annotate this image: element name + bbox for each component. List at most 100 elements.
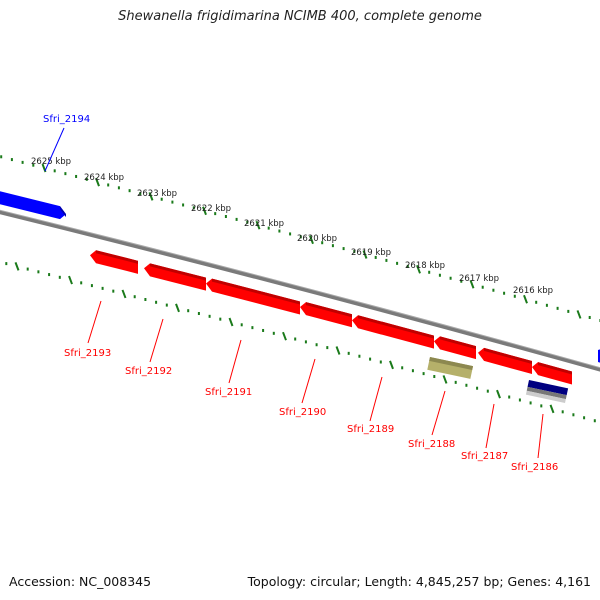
minor-tick — [422, 372, 425, 376]
minor-tick — [219, 317, 222, 321]
gene-label-leader — [149, 318, 164, 363]
gene-label-leader — [301, 358, 316, 404]
gene-sfri-2192[interactable] — [144, 263, 206, 291]
minor-tick — [529, 401, 532, 405]
minor-tick — [481, 285, 484, 289]
major-tick — [496, 389, 501, 399]
gene-sfri-2189[interactable] — [352, 315, 434, 349]
minor-tick — [80, 281, 83, 285]
minor-tick — [214, 212, 217, 216]
major-tick — [202, 206, 207, 216]
minor-tick — [428, 270, 431, 274]
minor-tick — [278, 229, 281, 233]
major-tick — [14, 261, 20, 271]
ruler-label: 2622 kbp — [191, 204, 231, 214]
major-tick — [469, 279, 475, 289]
gene-label[interactable]: Sfri_2194 — [43, 114, 90, 125]
minor-tick — [155, 300, 158, 304]
gene-label[interactable]: Sfri_2193 — [64, 348, 111, 359]
minor-tick — [144, 297, 147, 301]
ruler-label: 2619 kbp — [351, 248, 391, 258]
gene-body[interactable] — [434, 336, 476, 360]
gene-label[interactable]: Sfri_2192 — [125, 366, 172, 377]
gene-label-leader — [228, 339, 242, 384]
minor-tick — [433, 375, 436, 379]
minor-tick — [192, 206, 195, 210]
minor-tick — [476, 386, 479, 390]
gene-body[interactable] — [300, 302, 352, 328]
minor-tick — [304, 340, 307, 344]
minor-tick — [165, 303, 168, 307]
gene-shade — [60, 206, 66, 218]
gene-body[interactable] — [90, 250, 138, 274]
minor-tick — [117, 186, 120, 190]
gene-sfri-2190[interactable] — [300, 302, 352, 328]
gene-sfri-2188[interactable] — [434, 336, 476, 360]
minor-tick — [90, 284, 93, 288]
minor-tick — [75, 174, 78, 178]
minor-tick — [518, 398, 521, 402]
gene-shade — [96, 250, 138, 264]
minor-tick — [347, 351, 350, 355]
minor-tick — [545, 303, 548, 307]
major-tick — [121, 289, 127, 299]
gene-shade — [212, 278, 300, 305]
minor-tick — [385, 258, 388, 262]
minor-tick — [465, 383, 468, 387]
gene-sfri-2193[interactable] — [90, 250, 138, 274]
minor-tick — [289, 232, 292, 236]
minor-tick — [48, 273, 51, 277]
gene-sfri-2186[interactable] — [532, 362, 572, 385]
gene-label[interactable]: Sfri_2187 — [461, 451, 508, 462]
gene-label[interactable]: Sfri_2191 — [205, 387, 252, 398]
gene-body[interactable] — [144, 263, 206, 291]
gene-body[interactable] — [532, 362, 572, 385]
minor-tick — [85, 177, 88, 181]
gene-label-leader — [369, 376, 383, 422]
minor-tick — [535, 300, 538, 304]
gene-label[interactable]: Sfri_2189 — [347, 424, 394, 435]
minor-tick — [246, 220, 249, 224]
minor-tick — [406, 264, 409, 268]
minor-tick — [112, 289, 115, 293]
gene-body[interactable] — [0, 189, 66, 220]
navy-feature[interactable] — [525, 380, 569, 403]
ruler-label: 2624 kbp — [84, 173, 124, 183]
minor-tick — [128, 189, 131, 193]
gene-label[interactable]: Sfri_2190 — [279, 407, 326, 418]
minor-tick — [133, 295, 136, 299]
gene-sfri-2194[interactable] — [0, 189, 66, 220]
minor-tick — [267, 226, 270, 230]
minor-tick — [556, 306, 559, 310]
gene-body[interactable] — [352, 315, 434, 349]
major-tick — [282, 331, 287, 341]
minor-tick — [101, 286, 104, 290]
minor-tick — [342, 247, 345, 251]
gene-shade — [538, 362, 572, 375]
minor-tick — [251, 326, 254, 330]
major-tick — [362, 250, 368, 259]
gene-shade — [440, 336, 476, 350]
gene-label[interactable]: Sfri_2188 — [408, 439, 455, 450]
minor-tick — [438, 273, 441, 277]
gene-body[interactable] — [206, 278, 300, 315]
gene-label-leader — [44, 127, 65, 172]
ruler-label: 2616 kbp — [513, 286, 553, 296]
minor-tick — [299, 235, 302, 239]
minor-tick — [583, 416, 586, 420]
gene-sfri-2187[interactable] — [478, 347, 532, 375]
major-tick — [523, 294, 528, 304]
major-tick — [175, 303, 180, 313]
minor-tick — [358, 354, 361, 358]
minor-tick — [369, 357, 372, 361]
ruler-label: 2625 kbp — [31, 157, 71, 167]
gene-body[interactable] — [478, 347, 532, 375]
gene-label[interactable]: Sfri_2186 — [511, 462, 558, 473]
major-tick — [442, 375, 448, 384]
gene-sfri-2191[interactable] — [206, 278, 300, 315]
minor-tick — [26, 267, 29, 271]
major-tick — [68, 275, 73, 285]
minor-tick — [32, 163, 35, 167]
